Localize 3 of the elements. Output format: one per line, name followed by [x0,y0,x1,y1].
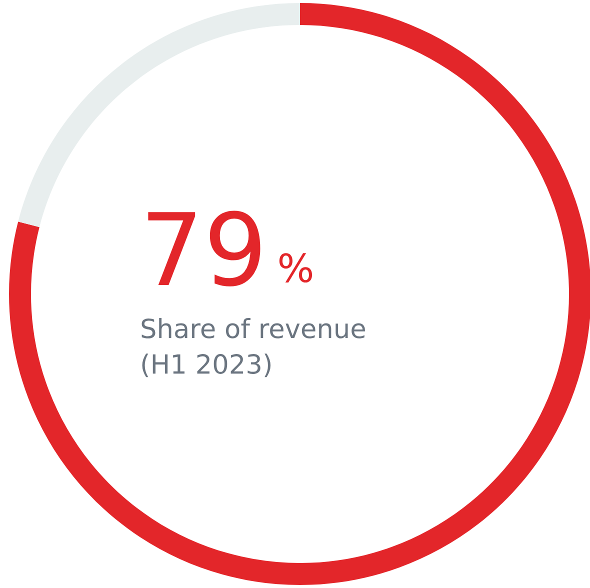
text: Share of revenue (H1 2023) [142,318,365,378]
donut-slice [9,3,590,585]
text: 79 % [148,210,312,286]
